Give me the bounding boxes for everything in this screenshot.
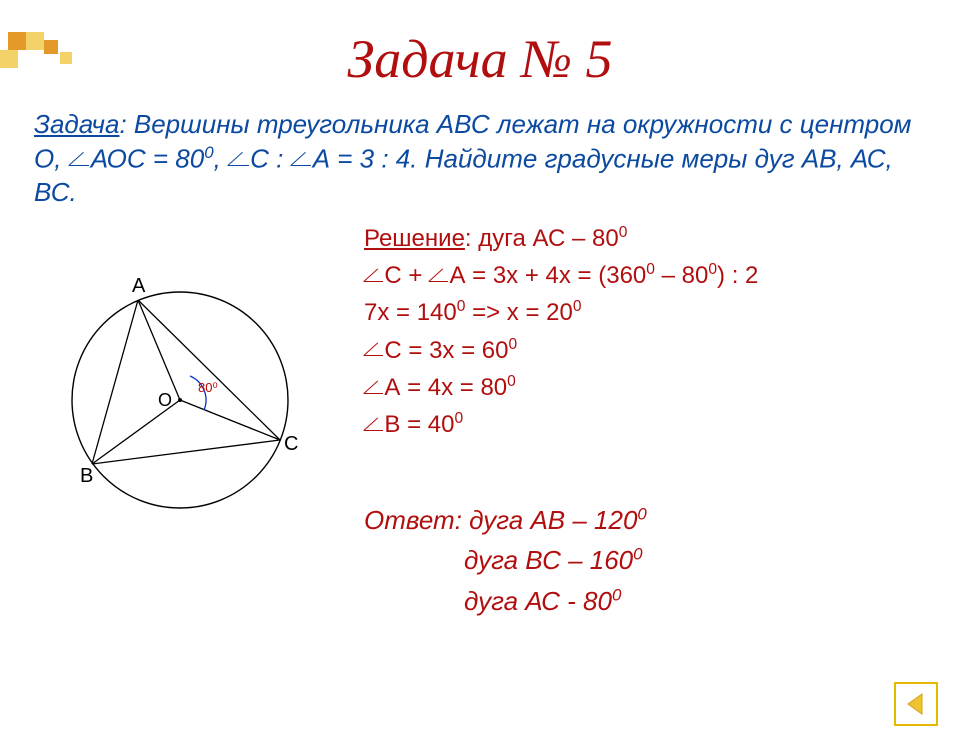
answer-block: Ответ: дуга АВ – 1200 дуга ВС – 1600 дуг… — [364, 500, 924, 621]
label-o: O — [158, 390, 172, 410]
label-angle: 80⁰ — [198, 380, 218, 395]
label-c: C — [284, 433, 298, 455]
main-content: A B C O 80⁰ Решение: дуга АС – 800 С + А… — [0, 220, 960, 680]
sol5: А = 4х = 80 — [384, 374, 507, 401]
angle-icon — [228, 147, 250, 169]
sol2c: – 80 — [655, 262, 708, 289]
ans2: дуга ВС – 160 — [464, 545, 633, 575]
ans3: дуга АС - 80 — [464, 586, 612, 616]
corner-decoration — [0, 28, 120, 78]
problem-statement: Задача: Вершины треугольника АВС лежат н… — [0, 90, 960, 210]
angle-icon — [364, 376, 384, 396]
label-b: B — [80, 465, 93, 487]
problem-ratio-1: С : — [250, 143, 290, 173]
solution-line-6: В = 400 — [364, 406, 924, 443]
angle-icon — [291, 147, 313, 169]
sol3a: 7х = 140 — [364, 299, 457, 326]
angle-icon — [364, 264, 384, 284]
answer-line-3: дуга АС - 800 — [364, 581, 924, 621]
solution-label: Решение — [364, 225, 465, 252]
geometry-diagram: A B C O 80⁰ — [40, 250, 320, 530]
slide-title: Задача № 5 — [0, 28, 960, 90]
solution-line-5: А = 4х = 800 — [364, 369, 924, 406]
solution-line-1: Решение: дуга АС – 800 — [364, 220, 924, 257]
angle-icon — [364, 413, 384, 433]
sol3b: => х = 20 — [465, 299, 572, 326]
arrow-left-icon — [902, 690, 930, 718]
answer-line-1: Ответ: дуга АВ – 1200 — [364, 500, 924, 540]
sol4: С = 3х = 60 — [384, 337, 508, 364]
problem-aoc: АОС = 80 — [91, 143, 204, 173]
sol2a: С + — [384, 262, 429, 289]
solution-block: Решение: дуга АС – 800 С + А = 3х + 4х =… — [364, 220, 924, 443]
ans1: Ответ: дуга АВ – 120 — [364, 505, 637, 535]
solution-arc-ac: : дуга АС – 80 — [465, 225, 619, 252]
back-button[interactable] — [894, 682, 938, 726]
sol2b: А = 3х + 4х = (360 — [449, 262, 646, 289]
answer-line-2: дуга ВС – 1600 — [364, 540, 924, 580]
label-a: A — [132, 275, 146, 297]
sol2d: ) : 2 — [717, 262, 758, 289]
angle-icon — [69, 147, 91, 169]
solution-line-3: 7х = 1400 => х = 200 — [364, 294, 924, 331]
angle-icon — [429, 264, 449, 284]
solution-line-4: С = 3х = 600 — [364, 332, 924, 369]
angle-icon — [364, 338, 384, 358]
problem-label: Задача — [34, 109, 119, 139]
sol6: В = 40 — [384, 411, 454, 438]
solution-line-2: С + А = 3х + 4х = (3600 – 800) : 2 — [364, 257, 924, 294]
